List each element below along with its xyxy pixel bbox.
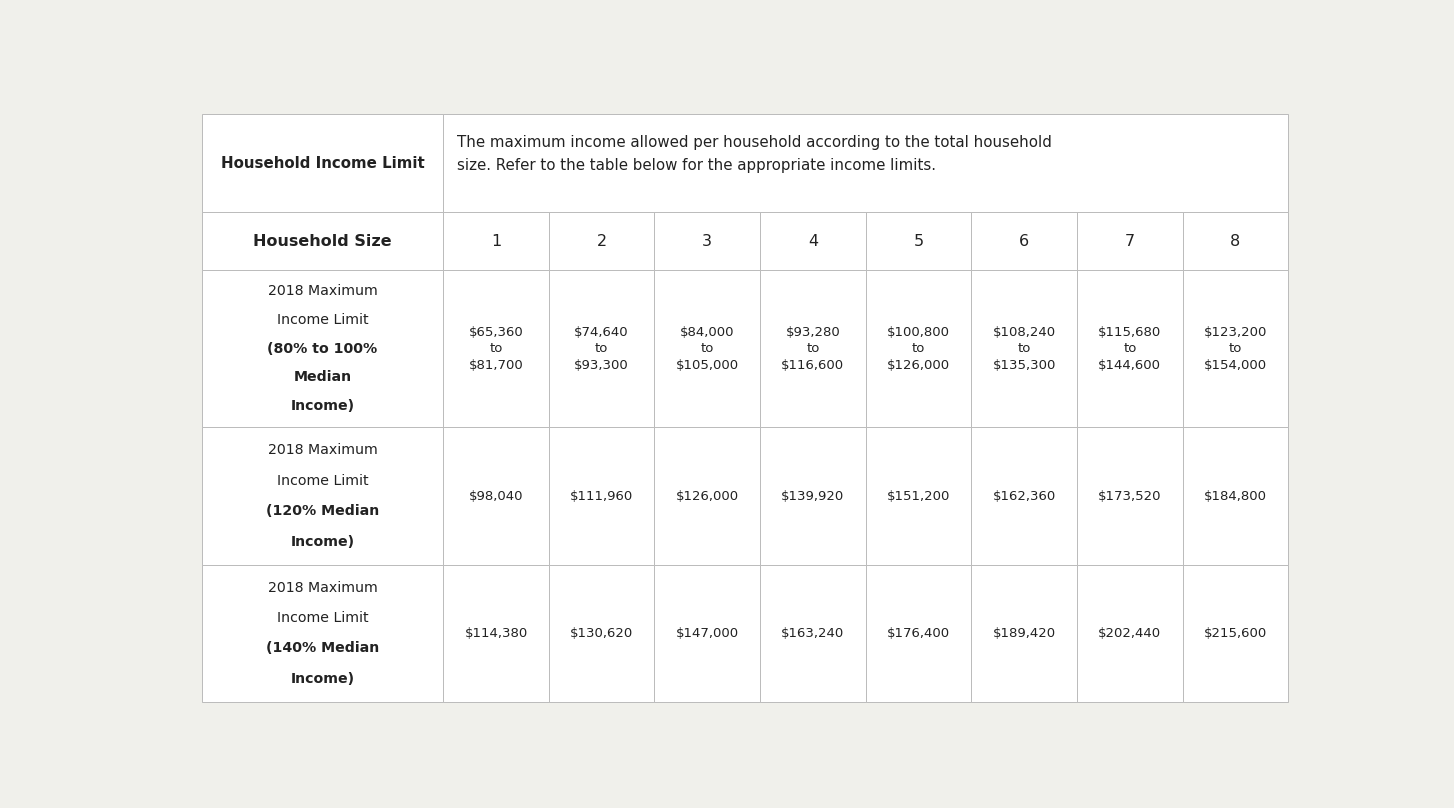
Text: $176,400: $176,400 — [887, 627, 949, 640]
Text: Income): Income) — [291, 399, 355, 413]
Text: 1: 1 — [491, 234, 502, 249]
Text: The maximum income allowed per household according to the total household
size. : The maximum income allowed per household… — [457, 136, 1051, 173]
Text: $151,200: $151,200 — [887, 490, 951, 503]
Text: $115,680
to
$144,600: $115,680 to $144,600 — [1098, 326, 1162, 372]
Bar — [443, 213, 548, 270]
Text: (120% Median: (120% Median — [266, 504, 379, 519]
Text: 7: 7 — [1125, 234, 1136, 249]
Text: $123,200
to
$154,000: $123,200 to $154,000 — [1204, 326, 1268, 372]
Text: Income Limit: Income Limit — [276, 611, 368, 625]
Bar — [760, 427, 865, 565]
Text: $93,280
to
$116,600: $93,280 to $116,600 — [781, 326, 845, 372]
Text: $202,440: $202,440 — [1098, 627, 1162, 640]
Bar — [971, 565, 1077, 701]
Bar — [202, 213, 443, 270]
Text: Income Limit: Income Limit — [276, 473, 368, 488]
Text: $189,420: $189,420 — [993, 627, 1056, 640]
Text: $111,960: $111,960 — [570, 490, 634, 503]
Text: 2018 Maximum: 2018 Maximum — [268, 444, 378, 457]
Text: $215,600: $215,600 — [1204, 627, 1266, 640]
Text: $139,920: $139,920 — [781, 490, 845, 503]
Text: $84,000
to
$105,000: $84,000 to $105,000 — [676, 326, 739, 372]
Bar — [1182, 427, 1288, 565]
Text: Income Limit: Income Limit — [276, 314, 368, 327]
Text: $126,000: $126,000 — [676, 490, 739, 503]
Bar — [548, 213, 654, 270]
Text: Household Income Limit: Household Income Limit — [221, 156, 425, 171]
Bar — [443, 565, 548, 701]
Text: $184,800: $184,800 — [1204, 490, 1266, 503]
Text: $65,360
to
$81,700: $65,360 to $81,700 — [468, 326, 523, 372]
Text: 2: 2 — [596, 234, 606, 249]
Text: $130,620: $130,620 — [570, 627, 634, 640]
Text: 4: 4 — [808, 234, 819, 249]
Bar — [1182, 270, 1288, 427]
Bar — [654, 565, 760, 701]
Text: $98,040: $98,040 — [468, 490, 523, 503]
Bar — [548, 565, 654, 701]
Bar — [443, 270, 548, 427]
Bar — [1077, 565, 1182, 701]
Bar — [202, 427, 443, 565]
Text: 2018 Maximum: 2018 Maximum — [268, 581, 378, 595]
Text: (80% to 100%: (80% to 100% — [268, 342, 378, 356]
Bar — [760, 213, 865, 270]
Bar — [202, 115, 443, 213]
Text: 3: 3 — [702, 234, 712, 249]
Bar — [443, 427, 548, 565]
Text: 2018 Maximum: 2018 Maximum — [268, 284, 378, 298]
Bar — [760, 270, 865, 427]
Text: Median: Median — [294, 370, 352, 385]
Bar — [443, 115, 1288, 213]
Text: $163,240: $163,240 — [781, 627, 845, 640]
Bar — [865, 427, 971, 565]
Text: 8: 8 — [1230, 234, 1240, 249]
Text: Income): Income) — [291, 535, 355, 549]
Text: Income): Income) — [291, 672, 355, 686]
Text: $74,640
to
$93,300: $74,640 to $93,300 — [574, 326, 630, 372]
Bar — [760, 565, 865, 701]
Bar — [865, 270, 971, 427]
Bar — [1077, 213, 1182, 270]
Text: 5: 5 — [913, 234, 923, 249]
Text: $147,000: $147,000 — [676, 627, 739, 640]
Bar — [1182, 213, 1288, 270]
Bar — [971, 213, 1077, 270]
Bar — [1182, 565, 1288, 701]
Bar — [548, 270, 654, 427]
Text: $108,240
to
$135,300: $108,240 to $135,300 — [993, 326, 1056, 372]
Bar — [654, 427, 760, 565]
Bar — [865, 213, 971, 270]
Bar — [1077, 270, 1182, 427]
Text: $114,380: $114,380 — [464, 627, 528, 640]
Bar — [654, 213, 760, 270]
Bar — [654, 270, 760, 427]
Bar — [548, 427, 654, 565]
Text: $100,800
to
$126,000: $100,800 to $126,000 — [887, 326, 949, 372]
Bar — [865, 565, 971, 701]
Text: (140% Median: (140% Median — [266, 642, 379, 655]
Bar — [1077, 427, 1182, 565]
Text: $173,520: $173,520 — [1098, 490, 1162, 503]
Text: $162,360: $162,360 — [993, 490, 1056, 503]
Bar — [202, 270, 443, 427]
Text: Household Size: Household Size — [253, 234, 393, 249]
Bar — [971, 270, 1077, 427]
Bar — [971, 427, 1077, 565]
Bar — [202, 565, 443, 701]
Text: 6: 6 — [1019, 234, 1029, 249]
